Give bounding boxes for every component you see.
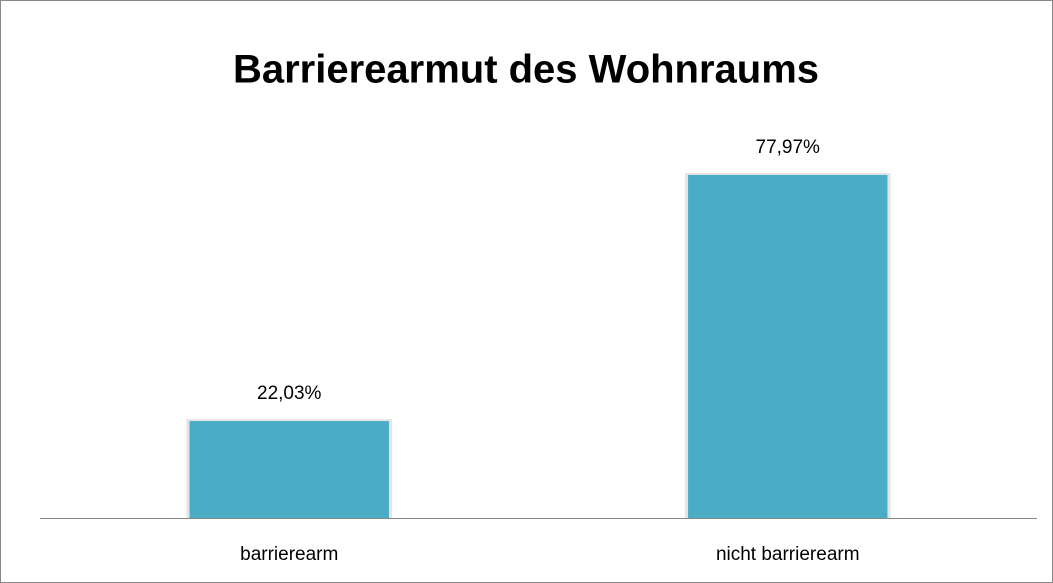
chart-title: Barrierearmut des Wohnraums [233, 48, 819, 92]
x-tick-label: nicht barrierearm [716, 544, 860, 565]
value-label: 22,03% [257, 383, 322, 404]
bar [688, 174, 888, 518]
bar [189, 421, 389, 518]
x-tick-label: barrierearm [240, 544, 338, 565]
value-label: 77,97% [756, 137, 821, 158]
